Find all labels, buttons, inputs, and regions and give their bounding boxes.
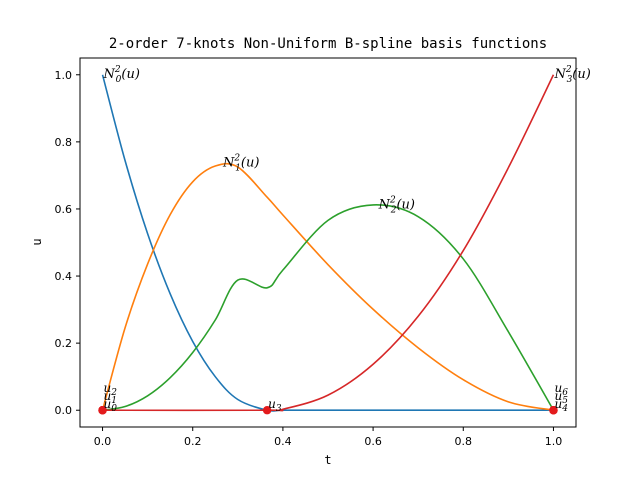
y-tick-label: 0.4 bbox=[55, 270, 73, 283]
knot-label-5: u5 bbox=[554, 389, 568, 406]
series-line-3 bbox=[102, 74, 555, 412]
y-tick-label: 0.0 bbox=[55, 404, 73, 417]
knot-point-2 bbox=[98, 406, 107, 415]
y-tick-label: 0.2 bbox=[55, 337, 73, 350]
y-axis: 0.0 0.2 0.4 0.6 0.8 1.0 bbox=[55, 69, 80, 417]
y-axis-label: u bbox=[30, 238, 44, 245]
x-tick-label: 0.4 bbox=[274, 435, 292, 448]
series-label-0: N2 0(u) bbox=[103, 65, 140, 85]
y-tick-label: 0.8 bbox=[55, 136, 73, 149]
knot-label-0: u2 bbox=[104, 381, 118, 398]
x-tick-label: 1.0 bbox=[545, 435, 563, 448]
x-axis-label: t bbox=[324, 453, 331, 467]
series-line-0 bbox=[101, 74, 554, 412]
knot-label-3: u3 bbox=[268, 397, 282, 414]
x-tick-label: 0.8 bbox=[455, 435, 473, 448]
chart-title: 2-order 7-knots Non-Uniform B-spline bas… bbox=[109, 36, 547, 52]
series-label-3: N2 3(u) bbox=[553, 65, 590, 85]
x-tick-label: 0.2 bbox=[184, 435, 202, 448]
series-label-2: N2 2(u) bbox=[378, 196, 415, 216]
knot-point-3 bbox=[262, 406, 272, 415]
knot-label-1: u1 bbox=[104, 389, 117, 406]
knot-label-4: u6 bbox=[554, 381, 568, 398]
x-tick-label: 0.6 bbox=[364, 435, 382, 448]
y-tick-label: 0.6 bbox=[55, 203, 73, 216]
knot-point-6 bbox=[549, 406, 558, 415]
y-tick-label: 1.0 bbox=[55, 69, 73, 82]
series-line-1 bbox=[101, 162, 554, 412]
plot-frame bbox=[79, 57, 577, 428]
knot-label-6: u4 bbox=[554, 397, 568, 414]
series-label-1: N2 1(u) bbox=[222, 154, 259, 174]
x-axis: 0.0 0.2 0.4 0.6 0.8 1.0 bbox=[94, 427, 562, 448]
knot-label-2: u0 bbox=[104, 397, 118, 414]
x-tick-label: 0.0 bbox=[94, 435, 112, 448]
series-line-2 bbox=[102, 204, 555, 412]
